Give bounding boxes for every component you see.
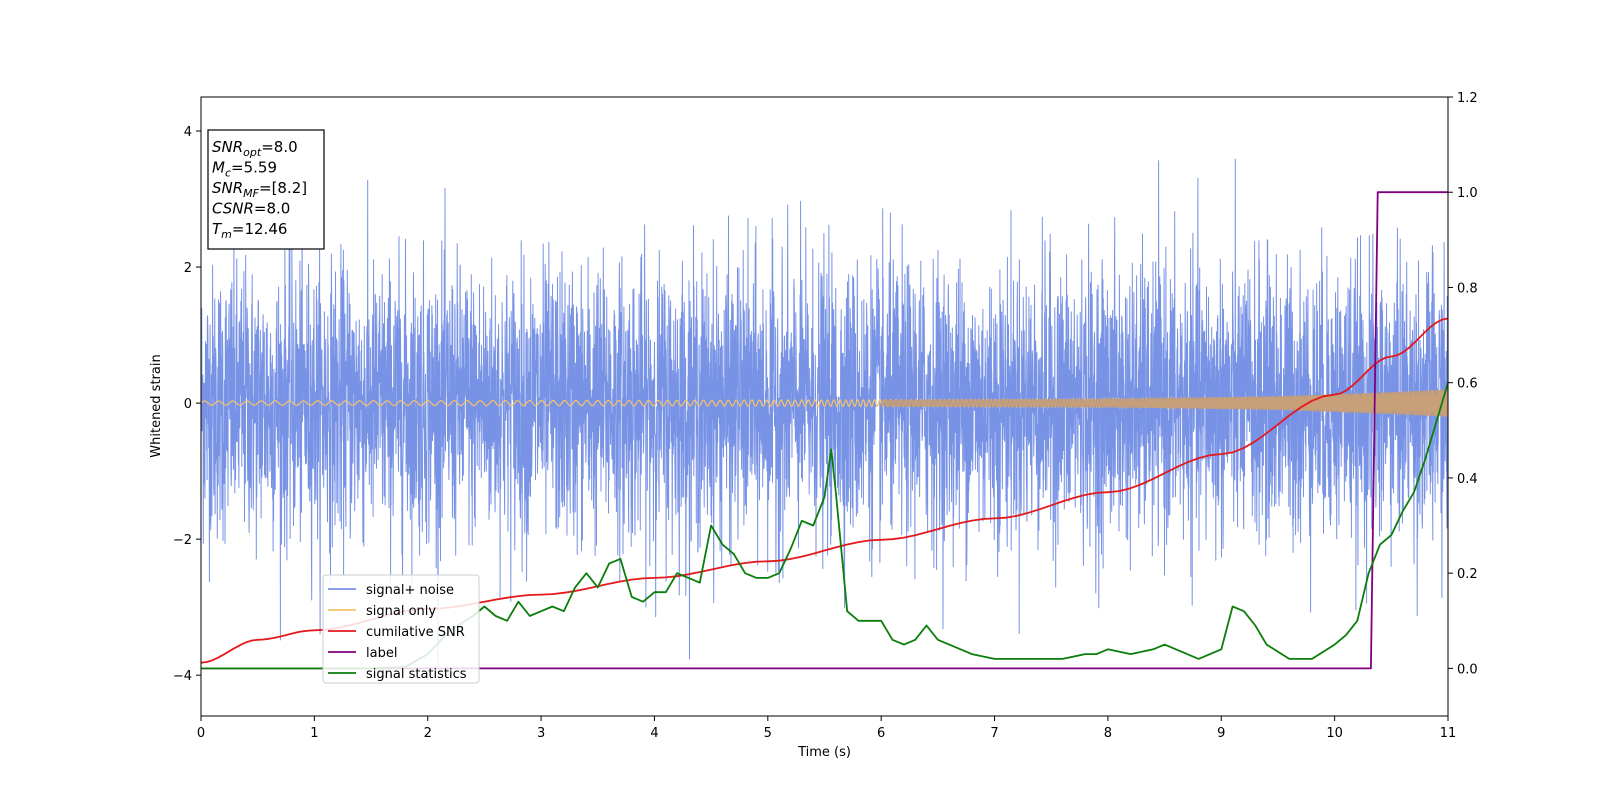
- x-tick-label: 11: [1440, 726, 1457, 741]
- y2-tick-label: 1.2: [1457, 91, 1478, 106]
- signal-only-band: [881, 389, 1448, 417]
- annotation-symbol: T: [212, 220, 223, 238]
- x-tick-label: 3: [537, 726, 545, 741]
- y2-tick-label: 0.8: [1457, 281, 1478, 296]
- annotation-subscript: m: [221, 228, 232, 241]
- annotation-box: SNRopt=8.0Mc=5.59SNRMF=[8.2]CSNR=8.0Tm=1…: [207, 129, 325, 250]
- legend-label: signal statistics: [366, 667, 467, 682]
- signal-only-series: [201, 389, 1448, 417]
- legend-label: label: [366, 646, 397, 661]
- annotation-line: SNRMF=[8.2]: [212, 179, 307, 200]
- y2-tick-label: 1.0: [1457, 186, 1478, 201]
- annotation-value: =8.0: [254, 200, 290, 218]
- y-tick-label: −4: [173, 669, 192, 684]
- x-tick-label: 10: [1326, 726, 1343, 741]
- legend-label: signal+ noise: [366, 583, 454, 598]
- x-tick-label: 6: [877, 726, 885, 741]
- y2-tick-label: 0.2: [1457, 567, 1478, 582]
- x-axis-label: Time (s): [797, 745, 851, 760]
- annotation-subscript: c: [225, 167, 231, 180]
- annotation-frame: [207, 129, 325, 250]
- x-tick-label: 4: [650, 726, 658, 741]
- x-tick-label: 2: [424, 726, 432, 741]
- annotation-line: SNRopt=8.0: [212, 138, 298, 159]
- x-tick-label: 1: [310, 726, 318, 741]
- y-axis-left: −4 −2 0 2 4: [173, 125, 201, 684]
- x-tick-label: 0: [197, 726, 205, 741]
- signal-noise-series: [201, 158, 1448, 678]
- annotation-value: =12.46: [232, 220, 288, 238]
- annotation-line: CSNR=8.0: [212, 200, 290, 218]
- x-tick-label: 5: [764, 726, 772, 741]
- annotation-subscript: MF: [243, 187, 259, 200]
- legend-frame: [322, 574, 480, 684]
- annotation-symbol: SNR: [212, 179, 243, 197]
- y2-tick-label: 0.6: [1457, 377, 1478, 392]
- y2-tick-label: 0.4: [1457, 472, 1478, 487]
- signal-statistics-line: [201, 382, 1448, 670]
- y-tick-label: 2: [184, 261, 192, 276]
- legend: signal+ noise signal only cumilative SNR la…: [322, 574, 480, 684]
- annotation-symbol: SNR: [212, 138, 243, 156]
- annotation-symbol: CSNR: [212, 200, 254, 218]
- y-axis-right: 0.0 0.2 0.4 0.6 0.8 1.0 1.2: [1448, 91, 1478, 677]
- x-tick-label: 7: [990, 726, 998, 741]
- annotation-subscript: opt: [243, 146, 262, 159]
- y-tick-label: 0: [184, 397, 192, 412]
- annotation-line: Tm=12.46: [212, 220, 287, 241]
- y-tick-label: −2: [173, 533, 192, 548]
- annotation-value: =5.59: [231, 159, 277, 177]
- x-tick-label: 9: [1217, 726, 1225, 741]
- y2-tick-label: 0.0: [1457, 662, 1478, 677]
- legend-label: cumilative SNR: [366, 625, 465, 640]
- annotation-line: Mc=5.59: [212, 159, 277, 180]
- label-line: [201, 191, 1448, 670]
- annotation-value: =[8.2]: [259, 179, 307, 197]
- y-axis-label: Whitened strain: [149, 354, 164, 457]
- annotation-value: =8.0: [261, 138, 297, 156]
- signal-noise-line: [201, 158, 1448, 678]
- x-axis: 0 1 2 3 4 5 6 7 8 9 10 11: [197, 716, 1456, 741]
- x-tick-label: 8: [1104, 726, 1112, 741]
- plot-frame: [200, 96, 1449, 717]
- legend-label: signal only: [366, 604, 436, 619]
- annotation-symbol: M: [212, 159, 225, 177]
- y-tick-label: 4: [184, 125, 192, 140]
